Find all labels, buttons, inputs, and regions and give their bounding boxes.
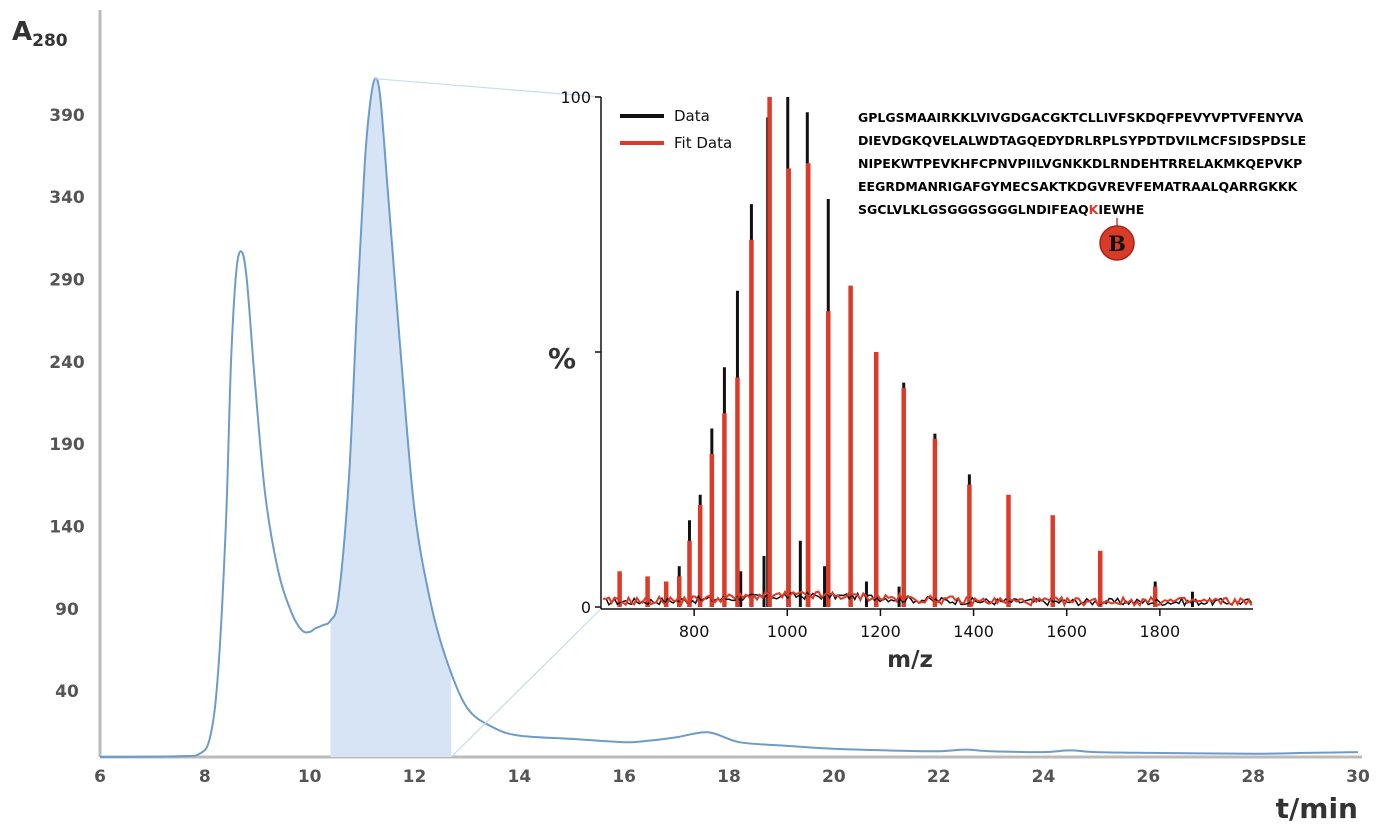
main-y-tick-label: 290	[49, 271, 85, 291]
main-x-tick-label: 22	[927, 767, 951, 787]
sequence-line: EEGRDMANRIGAFGYMECSAKTKDGVREVFEMATRAALQA…	[858, 179, 1299, 194]
main-x-tick-label: 8	[199, 767, 211, 787]
chromatogram-series-line	[99, 77, 1359, 758]
main-y-tick-labels: 40 90 140 190 240 290 340 390	[49, 106, 85, 702]
inset-x-axis-title: m/z	[887, 647, 933, 673]
inset-y-tick-label: 100	[560, 88, 591, 107]
main-x-tick-label: 30	[1346, 767, 1370, 787]
main-y-tick-label: 190	[49, 435, 85, 455]
inset-x-tick-label: 1400	[953, 622, 994, 641]
main-y-tick-label: 90	[55, 600, 79, 620]
inset-x-tick-label: 1200	[860, 622, 901, 641]
main-y-tick-label: 140	[49, 518, 85, 538]
main-y-tick-label: 40	[55, 682, 79, 702]
main-x-tick-label: 18	[717, 767, 741, 787]
main-x-tick-label: 28	[1241, 767, 1265, 787]
inset-y-axis-title: %	[548, 342, 576, 375]
main-x-tick-label: 16	[612, 767, 636, 787]
inset-y-tick-labels: 0 100	[560, 88, 601, 617]
biotin-marker-badge	[1099, 225, 1135, 261]
legend-label-data: Data	[674, 107, 710, 125]
sequence-line: DIEVDGKQVELALWDTAGQEDYDRLRPLSYPDTDVILMCF…	[858, 133, 1306, 148]
main-x-tick-label: 26	[1136, 767, 1160, 787]
inset-x-tick-label: 1000	[767, 622, 808, 641]
biotin-marker-label: B	[1108, 231, 1126, 256]
zoom-connector-bottom	[450, 608, 602, 758]
mass-spectrum-inset: 800 1000 1200 1400 1600 1800 0 100 % m/z Data …	[548, 88, 1306, 673]
main-x-tick-label: 20	[822, 767, 846, 787]
main-x-axis-title: t/min	[1276, 792, 1358, 825]
sequence-line-last: SGCLVLKLGSGGGSGGGLNDIFEAQKIEWHE	[858, 202, 1144, 217]
legend-label-fit: Fit Data	[674, 134, 732, 152]
main-x-tick-label: 14	[507, 767, 531, 787]
main-y-tick-label: 340	[49, 188, 85, 208]
sequence-line: NIPEKWTPEVKHFCPNVPIILVGNKKDLRNDEHTRRELAK…	[858, 156, 1302, 171]
zoom-connector-top	[375, 78, 602, 98]
main-x-tick-label: 6	[94, 767, 106, 787]
main-x-tick-label: 12	[403, 767, 427, 787]
inset-x-tick-label: 1800	[1139, 622, 1180, 641]
inset-legend: Data Fit Data	[620, 107, 732, 152]
fit-data-series	[617, 97, 1158, 607]
main-x-tick-labels: 6 8 10 12 14 16 18 20 22 24 26 28 30	[94, 767, 1370, 787]
main-x-tick-label: 10	[298, 767, 322, 787]
highlighted-residue: K	[1089, 202, 1100, 217]
inset-x-tick-label: 800	[679, 622, 710, 641]
inset-x-tick-labels: 800 1000 1200 1400 1600 1800	[679, 609, 1180, 641]
sequence-line: GPLGSMAAIRKKLVIVGDGACGKTCLLIVFSKDQFPEVYV…	[858, 110, 1304, 125]
inset-y-tick-label: 0	[581, 598, 591, 617]
protein-sequence: GPLGSMAAIRKKLVIVGDGACGKTCLLIVFSKDQFPEVYV…	[858, 110, 1306, 261]
inset-x-tick-label: 1600	[1046, 622, 1087, 641]
fit-data-baseline	[603, 589, 1253, 608]
main-y-tick-label: 390	[49, 106, 85, 126]
main-x-tick-label: 24	[1032, 767, 1056, 787]
main-y-axis-title: A280	[12, 17, 68, 51]
main-y-tick-label: 240	[49, 353, 85, 373]
chromatogram-highlight-area	[330, 78, 452, 757]
